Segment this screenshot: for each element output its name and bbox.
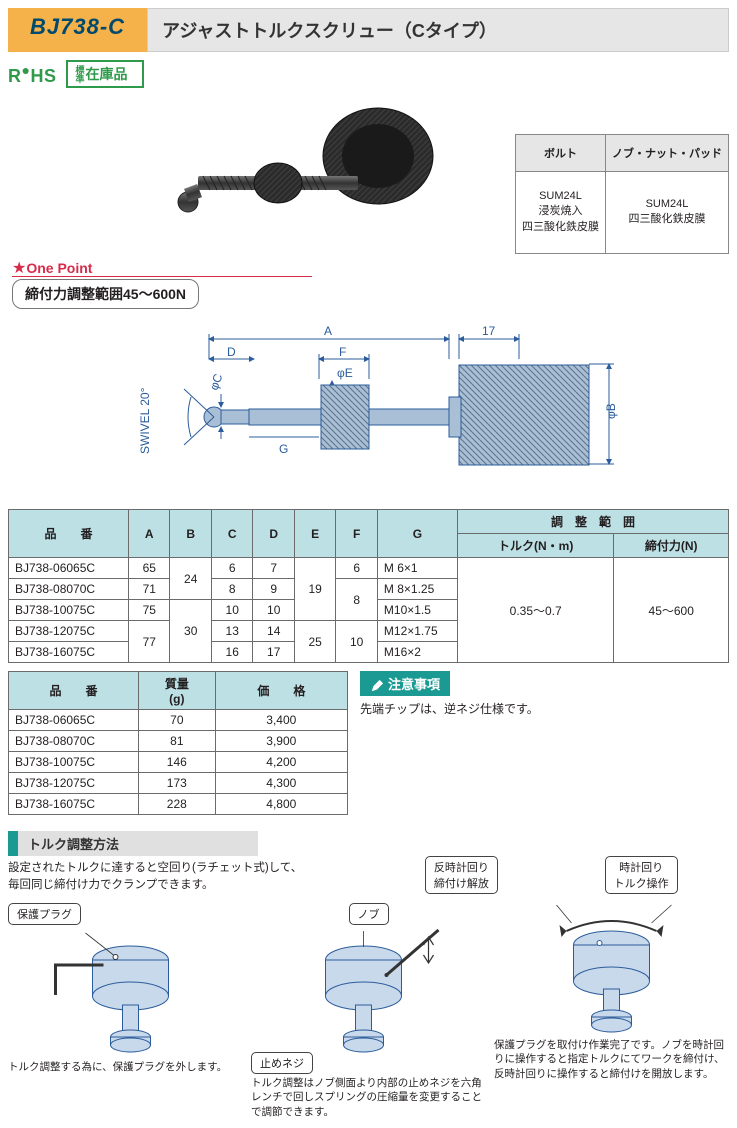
dim-phiB: φB [604, 403, 618, 419]
table-row: BJ738-12075C [9, 621, 129, 642]
table-row: BJ738-08070C [9, 579, 129, 600]
torque-title: トルク調整方法 [8, 831, 258, 856]
torque-desc: 設定されたトルクに達すると空回り(ラチェット式)して、 毎回同じ締付け力でクラン… [8, 860, 364, 895]
one-point-text: 締付力調整範囲45～600N [12, 279, 199, 309]
price-notes-row: 品 番 質量 (g) 価 格 BJ738-06065C 70 3,400 BJ7… [8, 671, 729, 823]
spec-head-B: B [170, 510, 211, 558]
one-point-label: One Point [26, 260, 92, 276]
torque-section: トルク調整方法 設定されたトルクに達すると空回り(ラチェット式)して、 毎回同じ… [8, 831, 729, 1120]
page-header: BJ738-C アジャストトルクスクリュー（Cタイプ） [8, 8, 729, 52]
mat-cell-knob: SUM24L 四三酸化鉄皮膜 [606, 171, 729, 253]
dim-swivel: SWIVEL 20° [138, 387, 152, 454]
stock-badge: 標準 在庫品 [66, 60, 144, 88]
spec-head-F: F [336, 510, 377, 558]
badges: R●HS 標準 在庫品 [8, 60, 729, 88]
spec-head-pn: 品 番 [9, 510, 129, 558]
price-table: 品 番 質量 (g) 価 格 BJ738-06065C 70 3,400 BJ7… [8, 671, 348, 815]
dim-17: 17 [482, 324, 496, 338]
torque-figures: 保護プラグ トルク調整する為に、保護プラ [8, 903, 729, 1120]
one-point: ★One Point 締付力調整範囲45～600N [12, 258, 729, 309]
mat-head-bolt: ボルト [516, 135, 606, 172]
price-head-price: 価 格 [215, 672, 347, 710]
spec-head-C: C [211, 510, 252, 558]
spec-head-G: G [377, 510, 457, 558]
fig2-caption: トルク調整はノブ側面より内部の止めネジを六角レンチで回しスプリングの圧縮量を変更… [251, 1076, 486, 1120]
table-row: BJ738-08070C [9, 731, 139, 752]
star-icon: ★ [12, 260, 26, 277]
material-table: ボルト ノブ・ナット・パッド SUM24L 浸炭焼入 四三酸化鉄皮膜 SUM24… [515, 134, 729, 254]
fig2-callout-setscrew: 止めネジ [251, 1052, 313, 1074]
dimension-diagram: A D F 17 φE φB φC G SWIVEL 20° [89, 319, 649, 499]
fig3-callout-ccw: 反時計回り 締付け解放 [425, 856, 498, 894]
fig3-caption: 保護プラグを取付け作業完了です。ノブを時計回りに操作すると指定トルクにてワークを… [494, 1038, 729, 1082]
torque-fig-2: ノブ [251, 903, 486, 1120]
fig2-callout-knob: ノブ [349, 903, 389, 925]
fig1-caption: トルク調整する為に、保護プラグを外します。 [8, 1060, 243, 1075]
stock-main-text: 在庫品 [85, 64, 127, 84]
table-row: BJ738-10075C [9, 752, 139, 773]
table-row: BJ738-12075C [9, 773, 139, 794]
spec-head-E: E [294, 510, 335, 558]
dim-phiE: φE [337, 366, 353, 380]
product-title: アジャストトルクスクリュー（Cタイプ） [147, 8, 729, 52]
table-row: BJ738-16075C [9, 642, 129, 663]
notes-title: 注意事項 [388, 677, 440, 692]
price-head-mass: 質量 (g) [139, 672, 216, 710]
table-row: BJ738-16075C [9, 794, 139, 815]
dim-G: G [279, 442, 288, 456]
fig3-callout-cw: 時計回り トルク操作 [605, 856, 678, 894]
table-row: BJ738-10075C [9, 600, 129, 621]
pencil-icon [370, 679, 384, 693]
dim-phiC: φC [206, 371, 225, 392]
fig3-callouts: 反時計回り 締付け解放 時計回り トルク操作 [374, 856, 730, 894]
table-row: BJ738-06065C [9, 710, 139, 731]
notes-title-bar: 注意事項 [360, 671, 450, 696]
mat-head-knob: ノブ・ナット・パッド [606, 135, 729, 172]
table-row: BJ738-06065C [9, 558, 129, 579]
torque-fig-1: 保護プラグ トルク調整する為に、保護プラ [8, 903, 243, 1120]
rohs-badge: R●HS [8, 62, 56, 87]
spec-sub-torque: トルク(N・m) [457, 534, 614, 558]
notes-body: 先端チップは、逆ネジ仕様です。 [360, 700, 729, 717]
dim-D: D [227, 345, 236, 359]
notes-wrap: 注意事項 先端チップは、逆ネジ仕様です。 [360, 671, 729, 717]
spec-table: 品 番 A B C D E F G 調 整 範 囲 トルク(N・m) 締付力(N… [8, 509, 729, 663]
torque-fig-3: 保護プラグを取付け作業完了です。ノブを時計回りに操作すると指定トルクにてワークを… [494, 903, 729, 1120]
mat-cell-bolt: SUM24L 浸炭焼入 四三酸化鉄皮膜 [516, 171, 606, 253]
dim-A: A [324, 324, 332, 338]
product-code: BJ738-C [8, 8, 147, 52]
fig1-callout: 保護プラグ [8, 903, 81, 925]
stock-side-text: 標準 [74, 65, 83, 83]
product-photo [128, 94, 468, 254]
spec-sub-force: 締付力(N) [614, 534, 729, 558]
price-head-pn: 品 番 [9, 672, 139, 710]
dim-F: F [339, 345, 346, 359]
spec-head-A: A [129, 510, 170, 558]
spec-head-range: 調 整 範 囲 [457, 510, 728, 534]
price-table-wrap: 品 番 質量 (g) 価 格 BJ738-06065C 70 3,400 BJ7… [8, 671, 348, 823]
spec-head-D: D [253, 510, 294, 558]
photo-material-row: ボルト ノブ・ナット・パッド SUM24L 浸炭焼入 四三酸化鉄皮膜 SUM24… [8, 94, 729, 254]
